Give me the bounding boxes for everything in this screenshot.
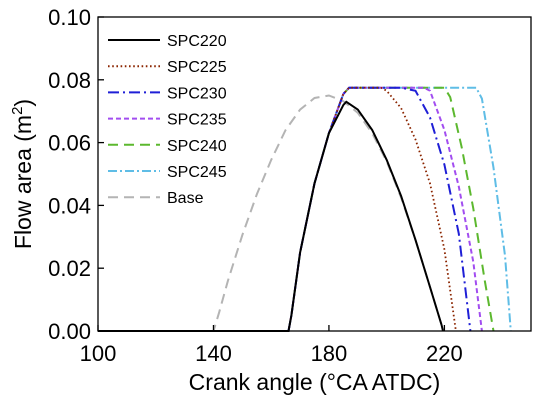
x-tick-label: 180 [311,341,348,366]
series-line-base [98,94,444,332]
series-line-spc220 [98,100,444,332]
y-axis-label-superscript: 2 [9,107,26,115]
y-tick-label: 0.08 [48,68,91,93]
x-axis-label: Crank angle (°CA ATDC) [189,369,441,395]
series-line-spc245 [98,86,512,332]
series-line-spc230 [98,86,472,332]
legend-label-spc245: SPC245 [167,164,227,181]
legend-label-base: Base [167,190,204,207]
y-axis-label-close: ) [10,99,36,107]
y-tick-label: 0.06 [48,131,91,156]
legend-label-spc225: SPC225 [167,59,227,76]
y-axis-label-main: Flow area (m [10,115,36,249]
y-tick-label: 0.00 [48,319,91,344]
y-tick-label: 0.10 [48,5,91,30]
series-lines [98,86,512,332]
x-tick-label: 140 [195,341,232,366]
series-line-spc225 [98,86,457,332]
legend-label-spc235: SPC235 [167,112,227,129]
series-line-spc240 [98,86,495,332]
legend-label-spc220: SPC220 [167,33,227,50]
y-tick-label: 0.02 [48,256,91,281]
legend-label-spc230: SPC230 [167,85,227,102]
x-tick-label: 220 [426,341,463,366]
axis-ticks: 100 140 180 220 0.00 0.02 0.04 0.06 0.08 0.10 [48,5,463,366]
x-tick-label: 100 [80,341,117,366]
y-axis-label: Flow area (m2) [9,99,36,249]
legend: SPC220 SPC225 SPC230 SPC235 SPC240 SPC245 Base [108,33,227,207]
legend-label-spc240: SPC240 [167,138,227,155]
plot-frame [97,16,532,332]
y-tick-label: 0.04 [48,193,91,218]
